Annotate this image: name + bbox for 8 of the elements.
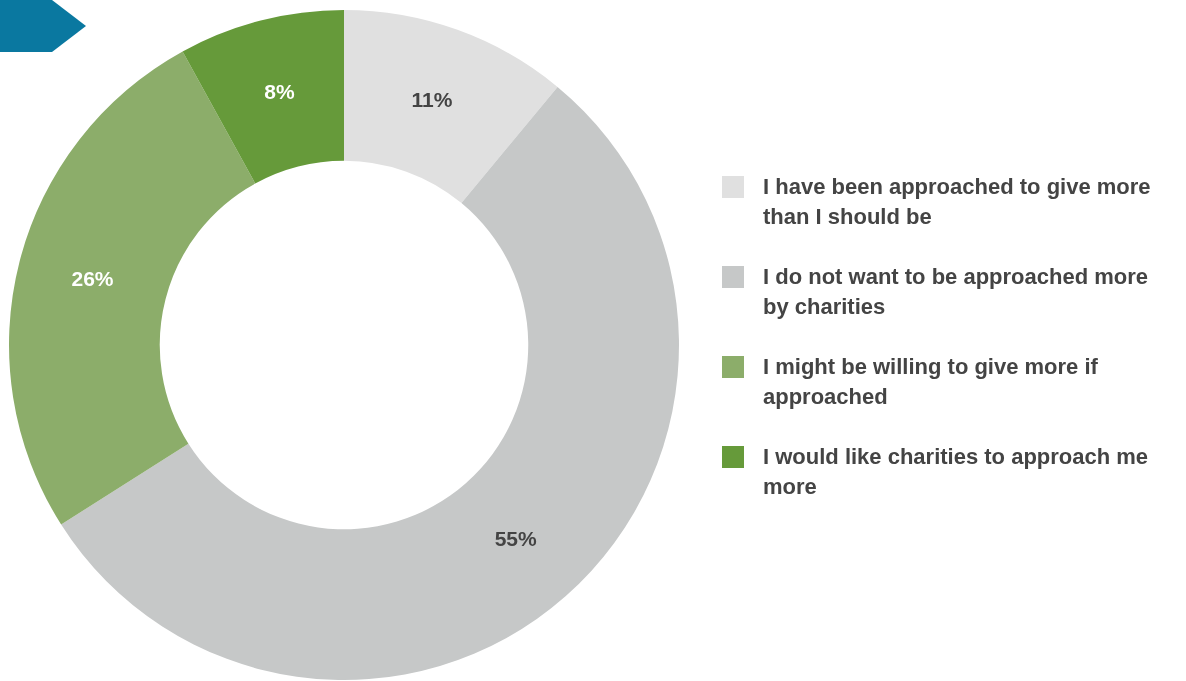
data-label: 55%	[494, 526, 538, 550]
legend-label: I have been approached to give more than I should be	[763, 173, 1152, 231]
data-label: 26%	[71, 267, 114, 291]
legend-label: I do not want to be approached more by charities	[763, 263, 1150, 321]
legend-label: I might be willing to give more if approached	[763, 353, 1099, 411]
data-label: 8%	[264, 80, 295, 104]
legend-label: I would like charities to approach me more	[763, 443, 1150, 501]
data-label: 11%	[411, 87, 453, 111]
